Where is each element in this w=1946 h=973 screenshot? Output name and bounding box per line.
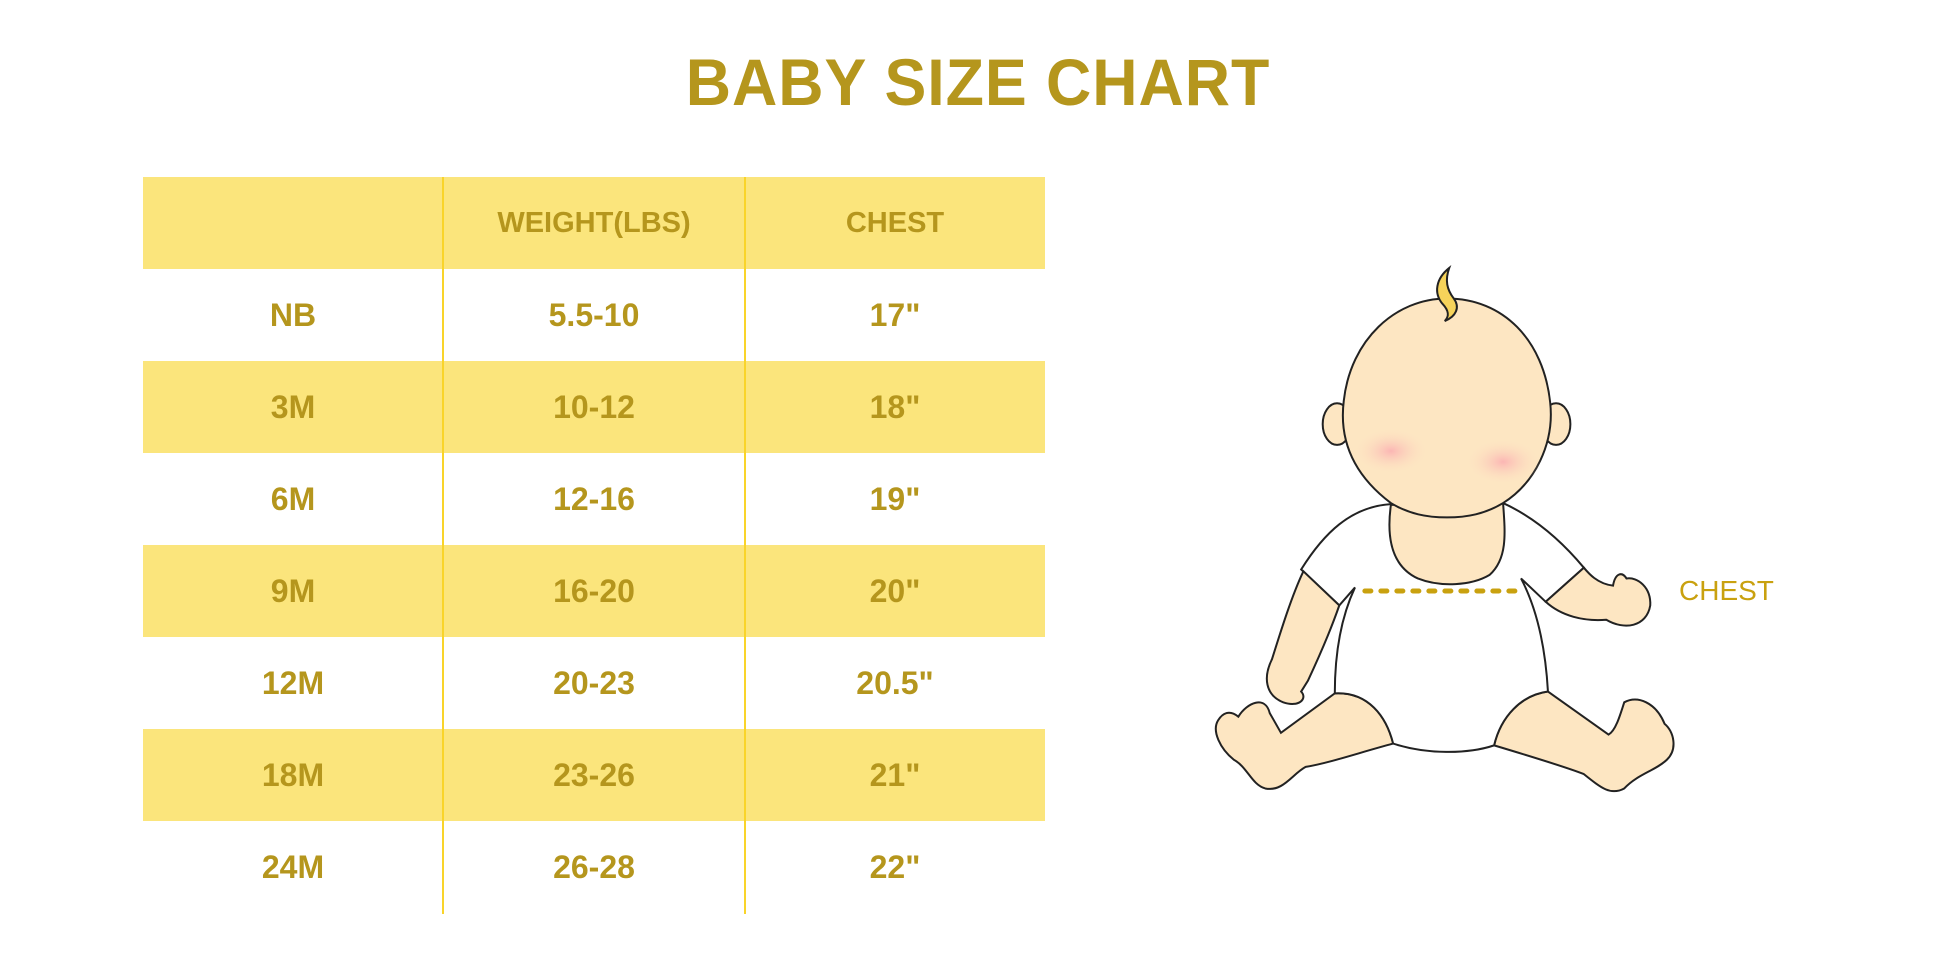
size-table: WEIGHT(LBS) CHEST NB 5.5-10 17" 3M 10-12…	[143, 177, 1045, 913]
table-row: 24M 26-28 22"	[143, 821, 1045, 913]
page-title: BABY SIZE CHART	[685, 45, 1271, 119]
hair-tuft	[1437, 268, 1457, 321]
size-cell: NB	[269, 296, 317, 333]
chest-cell: 20.5"	[856, 664, 934, 701]
chest-cell: 22"	[869, 848, 921, 885]
size-cell: 9M	[270, 572, 316, 609]
neck	[1389, 503, 1504, 584]
weight-cell: 16-20	[553, 572, 635, 609]
header-weight: WEIGHT(LBS)	[497, 206, 691, 239]
column-divider	[442, 177, 444, 914]
size-cell: 12M	[261, 664, 325, 701]
size-cell: 24M	[261, 848, 325, 885]
table-row: 3M 10-12 18"	[143, 361, 1045, 453]
table-row: 6M 12-16 19"	[143, 453, 1045, 545]
right-cheek	[1464, 438, 1542, 486]
weight-cell: 20-23	[553, 664, 635, 701]
right-foot	[1494, 692, 1673, 792]
column-divider	[744, 177, 746, 914]
left-cheek	[1352, 427, 1430, 475]
weight-cell: 23-26	[553, 756, 635, 793]
left-arm	[1267, 571, 1339, 704]
weight-cell: 10-12	[553, 388, 635, 425]
shirt	[1301, 503, 1584, 752]
table-row: 18M 23-26 21"	[143, 729, 1045, 821]
head	[1343, 298, 1551, 517]
chest-cell: 19"	[869, 480, 921, 517]
chest-cell: 18"	[869, 388, 921, 425]
chest-cell: 20"	[869, 572, 921, 609]
right-arm	[1546, 568, 1651, 626]
chest-cell: 21"	[869, 756, 921, 793]
weight-cell: 5.5-10	[548, 296, 640, 333]
table-header-row: WEIGHT(LBS) CHEST	[143, 177, 1045, 269]
weight-cell: 12-16	[553, 480, 635, 517]
table-row: 12M 20-23 20.5"	[143, 637, 1045, 729]
table-row: 9M 16-20 20"	[143, 545, 1045, 637]
table-row: NB 5.5-10 17"	[143, 269, 1045, 361]
size-cell: 18M	[261, 756, 325, 793]
size-cell: 6M	[270, 480, 316, 517]
chest-cell: 17"	[869, 296, 921, 333]
baby-illustration	[1180, 250, 1880, 810]
left-foot	[1216, 693, 1393, 789]
weight-cell: 26-28	[553, 848, 635, 885]
header-chest: CHEST	[845, 206, 945, 239]
chest-label: CHEST	[1679, 575, 1774, 606]
size-cell: 3M	[270, 388, 316, 425]
